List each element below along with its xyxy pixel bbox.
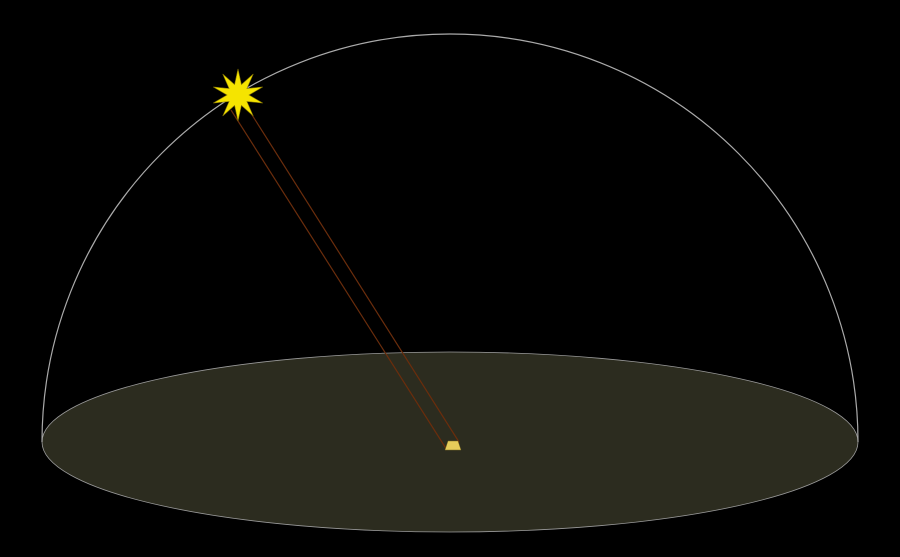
observer-marker bbox=[445, 441, 461, 450]
celestial-dome-diagram bbox=[0, 0, 900, 557]
